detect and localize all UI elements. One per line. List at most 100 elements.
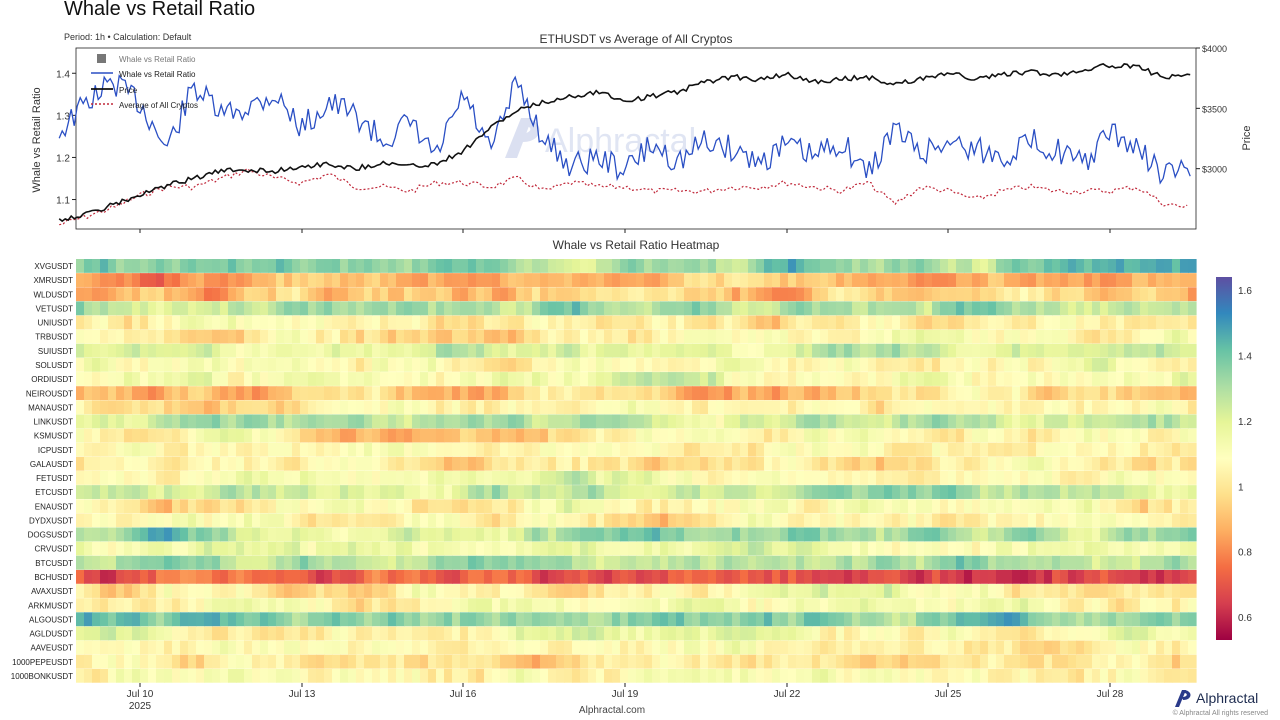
heatmap-cell <box>1004 442 1013 457</box>
heatmap-cell <box>372 414 381 429</box>
heatmap-cell <box>1148 273 1157 287</box>
heatmap-cell <box>276 400 285 415</box>
heatmap-cell <box>164 598 173 613</box>
heatmap-cell <box>1092 626 1101 641</box>
heatmap-cell <box>892 485 901 499</box>
heatmap-cell <box>1180 499 1189 514</box>
heatmap-cell <box>436 372 445 386</box>
heatmap-cell <box>364 315 373 330</box>
heatmap-cell <box>524 640 533 655</box>
heatmap-cell <box>580 513 589 528</box>
heatmap-cell <box>1164 541 1173 556</box>
heatmap-cell <box>524 343 533 358</box>
heatmap-colorbar: 1.61.41.210.80.6 <box>1216 277 1252 640</box>
heatmap-cell <box>484 555 493 570</box>
heatmap-cell <box>492 612 501 627</box>
heatmap-cell <box>92 372 101 386</box>
heatmap-cell <box>356 513 365 528</box>
heatmap-cell <box>1044 343 1053 358</box>
heatmap-cell <box>996 343 1005 358</box>
heatmap-cell <box>748 640 757 655</box>
heatmap-cell <box>428 640 437 655</box>
heatmap-cell <box>1100 400 1109 415</box>
heatmap-cell <box>932 442 941 457</box>
heatmap-cell <box>668 485 677 499</box>
heatmap-cell <box>868 499 877 514</box>
heatmap-cell <box>1108 513 1117 528</box>
heatmap-cell <box>76 386 85 401</box>
heatmap-cell <box>476 654 485 669</box>
heatmap-cell <box>796 343 805 358</box>
heatmap-cell <box>924 329 933 344</box>
chart-legend: Whale vs Retail Ratio Whale vs Retail Ra… <box>91 54 198 110</box>
heatmap-cell <box>388 357 397 372</box>
heatmap-cell <box>108 499 117 514</box>
heatmap-cell <box>1052 654 1061 669</box>
heatmap-cell <box>1092 442 1101 457</box>
heatmap-cell <box>980 428 989 443</box>
heatmap-cell <box>924 527 933 542</box>
heatmap-cell <box>620 287 629 302</box>
heatmap-cell <box>692 343 701 358</box>
heatmap-cell <box>660 668 669 683</box>
heatmap-cell <box>820 343 829 358</box>
heatmap-cell <box>500 273 509 287</box>
heatmap-cell <box>1076 414 1085 429</box>
heatmap-cell <box>660 456 669 471</box>
heatmap-cell <box>852 626 861 641</box>
heatmap-cell <box>628 400 637 415</box>
heatmap-cell <box>1068 527 1077 542</box>
heatmap-cell <box>708 668 717 683</box>
heatmap-cell <box>548 527 557 542</box>
heatmap-cell <box>980 527 989 542</box>
heatmap-cell <box>388 612 397 627</box>
heatmap-cell <box>828 471 837 485</box>
heatmap-cell <box>820 471 829 485</box>
heatmap-cell <box>1188 640 1197 655</box>
heatmap-cell <box>700 315 709 330</box>
heatmap-cell <box>340 668 349 683</box>
heatmap-cell <box>1116 555 1125 570</box>
heatmap-cell <box>756 343 765 358</box>
heatmap-cell <box>380 386 389 401</box>
heatmap-cell <box>76 668 85 683</box>
heatmap-cell <box>1044 428 1053 443</box>
heatmap-cell <box>876 414 885 429</box>
heatmap-cell <box>84 386 93 401</box>
heatmap-cell <box>348 414 357 429</box>
heatmap-cell <box>1092 329 1101 344</box>
heatmap-cell <box>292 499 301 514</box>
heatmap-cell <box>644 626 653 641</box>
heatmap-cell <box>1124 598 1133 613</box>
heatmap-cell <box>604 329 613 344</box>
heatmap-cell <box>140 301 149 316</box>
heatmap-cell <box>1036 442 1045 457</box>
heatmap-cell <box>388 485 397 499</box>
heatmap-row-label: MANAUSDT <box>28 403 73 412</box>
heatmap-cell <box>556 428 565 443</box>
heatmap-cell <box>732 626 741 641</box>
heatmap-cell <box>108 301 117 316</box>
heatmap-row-label: 1000PEPEUSDT <box>12 658 73 667</box>
heatmap-cell <box>308 428 317 443</box>
heatmap-cell <box>1052 315 1061 330</box>
heatmap-cell <box>1116 584 1125 598</box>
heatmap-cell <box>228 471 237 485</box>
heatmap-cell <box>500 343 509 358</box>
heatmap-cell <box>852 259 861 273</box>
heatmap-cell <box>924 598 933 613</box>
heatmap-cell <box>860 626 869 641</box>
heatmap-cell <box>260 513 269 528</box>
heatmap-cell <box>188 612 197 627</box>
heatmap-cell <box>812 428 821 443</box>
heatmap-cell <box>340 569 349 584</box>
heatmap-cell <box>252 442 261 457</box>
heatmap-cell <box>500 668 509 683</box>
heatmap-cell <box>228 612 237 627</box>
heatmap-cell <box>660 442 669 457</box>
heatmap-cell <box>724 569 733 584</box>
heatmap-cell <box>948 273 957 287</box>
heatmap-cell <box>868 456 877 471</box>
footer-site[interactable]: Alphractal.com <box>578 705 646 716</box>
heatmap-cell <box>404 654 413 669</box>
